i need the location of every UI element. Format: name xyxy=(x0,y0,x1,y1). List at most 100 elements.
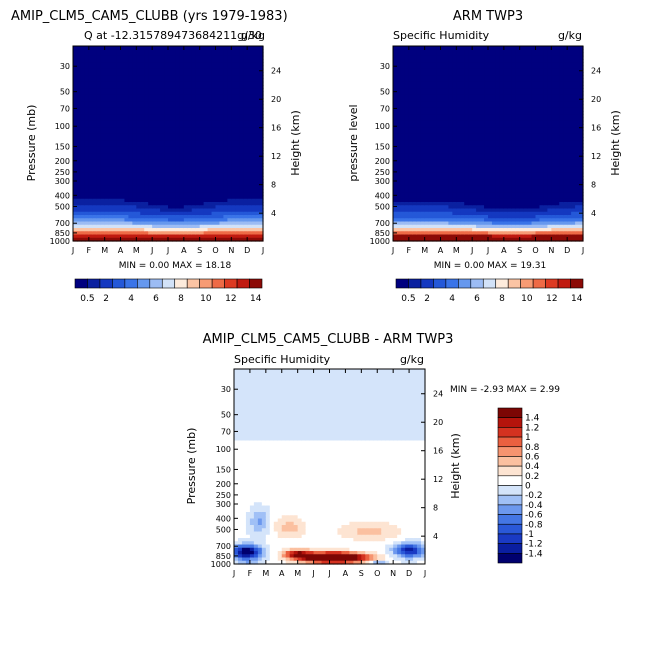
heatmap-cell xyxy=(515,185,521,190)
heatmap-cell xyxy=(488,185,493,190)
heatmap-cell xyxy=(235,237,240,242)
heatmap-cell xyxy=(507,140,513,145)
heatmap-cell xyxy=(164,140,169,145)
heatmap-cell xyxy=(100,111,106,115)
heatmap-cell xyxy=(420,81,426,86)
heatmap-cell xyxy=(444,163,450,167)
heatmap-cell xyxy=(468,104,473,109)
heatmap-cell xyxy=(191,65,197,70)
heatmap-cell xyxy=(231,104,236,109)
heatmap-cell xyxy=(436,185,442,190)
heatmap-cell xyxy=(396,94,402,99)
heatmap-cell xyxy=(515,146,521,151)
heatmap-cell xyxy=(480,169,485,174)
heatmap-cell xyxy=(100,124,106,128)
heatmap-cell xyxy=(191,75,197,80)
heatmap-cell xyxy=(448,192,453,197)
heatmap-cell xyxy=(191,120,197,125)
heatmap-cell xyxy=(136,46,141,50)
heatmap-cell xyxy=(247,153,252,158)
heatmap-cell xyxy=(84,81,90,86)
heatmap-cell xyxy=(468,65,473,70)
heatmap-cell xyxy=(104,218,110,223)
heatmap-cell xyxy=(100,52,106,57)
heatmap-cell xyxy=(171,98,177,102)
heatmap-cell xyxy=(448,78,453,83)
heatmap-cell xyxy=(160,143,165,148)
heatmap-cell xyxy=(259,176,264,180)
heatmap-cell xyxy=(112,101,118,106)
heatmap-cell xyxy=(247,65,252,70)
y-tick-label: 500 xyxy=(55,202,70,211)
heatmap-cell xyxy=(88,62,94,67)
heatmap-cell xyxy=(120,195,126,200)
heatmap-cell xyxy=(164,231,169,236)
heatmap-cell xyxy=(227,117,232,122)
heatmap-cell xyxy=(108,192,114,197)
heatmap-cell xyxy=(207,91,213,96)
heatmap-cell xyxy=(148,104,153,109)
heatmap-cell xyxy=(400,137,406,141)
heatmap-cell xyxy=(191,68,197,73)
heatmap-cell xyxy=(495,85,501,89)
heatmap-cell xyxy=(424,124,430,128)
heatmap-cell xyxy=(164,166,169,171)
heatmap-cell xyxy=(171,133,177,138)
heatmap-cell xyxy=(464,65,469,70)
heatmap-cell xyxy=(136,202,141,206)
heatmap-cell xyxy=(247,146,252,151)
heatmap-cell xyxy=(116,221,122,226)
heatmap-cell xyxy=(168,172,173,177)
heatmap-cell xyxy=(440,62,446,67)
heatmap-cell xyxy=(171,46,177,50)
heatmap-cell xyxy=(440,182,446,187)
heatmap-cell xyxy=(495,52,501,57)
heatmap-cell xyxy=(239,133,244,138)
heatmap-cell xyxy=(76,101,82,106)
heatmap-cell xyxy=(523,104,529,109)
heatmap-cell xyxy=(507,101,513,106)
heatmap-cell xyxy=(92,176,98,180)
heatmap-cell xyxy=(247,195,252,200)
heatmap-cell xyxy=(128,228,133,232)
heatmap-cell xyxy=(76,52,82,57)
heatmap-cell xyxy=(156,156,161,161)
heatmap-cell xyxy=(171,101,177,106)
heatmap-cell xyxy=(436,88,442,93)
heatmap-cell xyxy=(468,211,473,216)
heatmap-cell xyxy=(495,55,501,60)
heatmap-cell xyxy=(203,192,209,197)
heatmap-cell xyxy=(164,88,169,93)
heatmap-cell xyxy=(175,137,181,141)
heatmap-cell xyxy=(484,185,489,190)
heatmap-cell xyxy=(464,85,469,89)
heatmap-cell xyxy=(484,59,489,63)
heatmap-cell xyxy=(436,65,442,70)
heatmap-cell xyxy=(80,104,86,109)
heatmap-cell xyxy=(84,137,90,141)
heatmap-cell xyxy=(132,137,137,141)
heatmap-cell xyxy=(412,156,418,161)
heatmap-cell xyxy=(456,114,461,119)
heatmap-cell xyxy=(92,163,98,167)
heatmap-cell xyxy=(148,234,153,239)
heatmap-cell xyxy=(396,159,402,164)
heatmap-cell xyxy=(456,78,461,83)
heatmap-cell xyxy=(112,202,118,206)
heatmap-cell xyxy=(203,62,209,67)
heatmap-cell xyxy=(488,234,493,239)
heatmap-cell xyxy=(80,215,86,219)
heatmap-cell xyxy=(444,234,450,239)
heatmap-cell xyxy=(124,81,130,86)
heatmap-cell xyxy=(104,59,110,63)
heatmap-cell xyxy=(448,224,453,229)
colorbar-label: 14 xyxy=(250,294,262,304)
heatmap-cell xyxy=(499,78,505,83)
heatmap-cell xyxy=(408,237,414,242)
heatmap-cell xyxy=(108,179,114,184)
heatmap-cell xyxy=(239,120,244,125)
heatmap-cell xyxy=(519,68,525,73)
heatmap-cell xyxy=(404,52,410,57)
heatmap-cell xyxy=(515,117,521,122)
heatmap-cell xyxy=(104,192,110,197)
